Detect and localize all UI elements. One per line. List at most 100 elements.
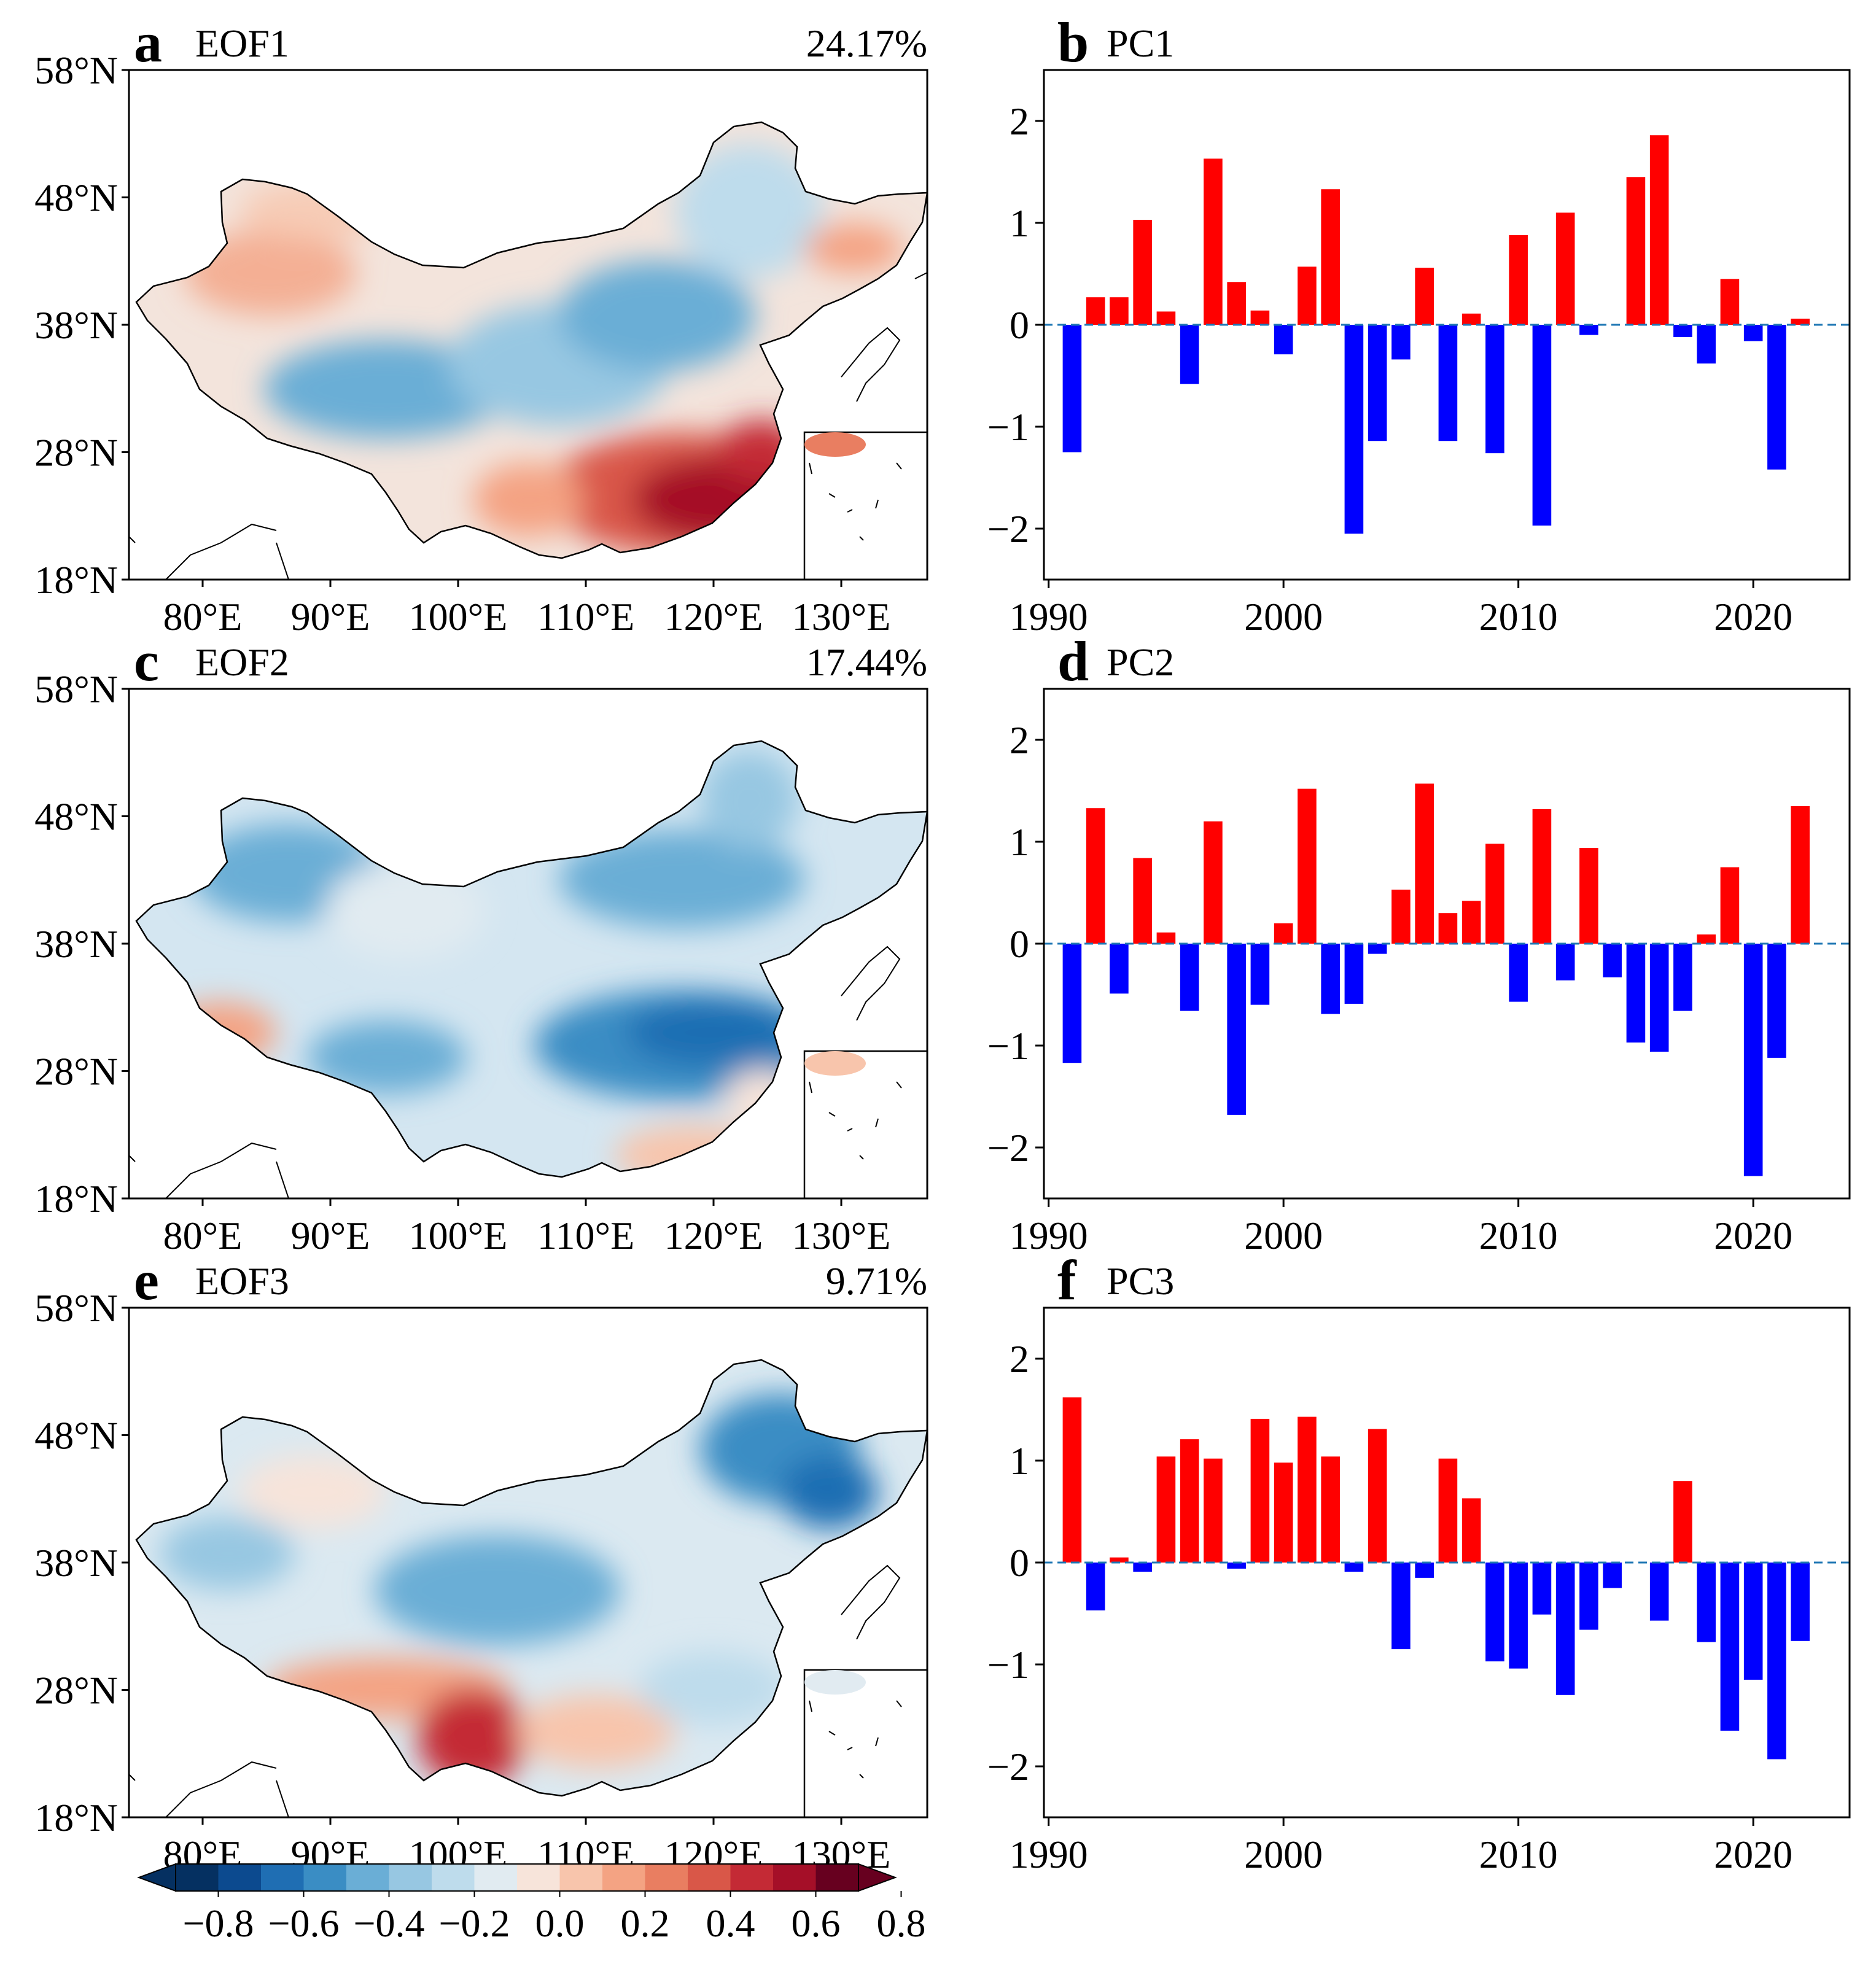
bar-2018: [1697, 325, 1716, 364]
colorbar-tick-label: 0.8: [877, 1901, 926, 1945]
bar-2017: [1673, 944, 1692, 1011]
x-tick-label: 2000: [1244, 1214, 1323, 1257]
x-tick-label: 2010: [1479, 1214, 1558, 1257]
lon-label: 80°E: [163, 1214, 243, 1257]
bar-2007: [1438, 325, 1458, 441]
bar-2007: [1438, 913, 1458, 944]
bar-1995: [1156, 311, 1176, 325]
bar-2010: [1509, 1563, 1528, 1669]
bar-1993: [1110, 1557, 1129, 1563]
x-tick-label: 2020: [1714, 1214, 1792, 1257]
lon-label: 110°E: [537, 595, 634, 639]
chart-title: PC1: [1107, 21, 1174, 65]
bar-2005: [1391, 890, 1411, 944]
colorbar-segment: [773, 1864, 816, 1891]
bar-1999: [1250, 944, 1270, 1005]
lat-label: 28°N: [34, 1050, 118, 1093]
colorbar-tick-label: −0.2: [438, 1901, 510, 1945]
colorbar-segment: [602, 1864, 645, 1891]
bar-2006: [1415, 1563, 1434, 1578]
y-tick-label: 2: [1010, 718, 1029, 762]
bar-1992: [1086, 808, 1105, 944]
bar-2010: [1509, 944, 1528, 1002]
bar-1991: [1062, 944, 1082, 1063]
y-tick-label: 0: [1010, 1541, 1029, 1585]
x-tick-label: 1990: [1010, 595, 1088, 639]
lon-label: 130°E: [792, 595, 891, 639]
bar-2020: [1743, 1563, 1763, 1680]
bar-2001: [1298, 266, 1317, 325]
panel-letter: f: [1057, 1249, 1077, 1311]
bar-2008: [1461, 901, 1481, 944]
bar-2021: [1767, 325, 1786, 470]
bar-2021: [1767, 1563, 1786, 1760]
bar-2014: [1603, 944, 1622, 977]
lon-label: 100°E: [409, 595, 508, 639]
colorbar-segment: [218, 1864, 262, 1891]
bar-1997: [1204, 158, 1223, 325]
map-panel-eof3: [128, 1307, 928, 1819]
x-tick-label: 2010: [1479, 1833, 1558, 1876]
bar-2013: [1579, 325, 1598, 335]
x-tick-label: 1990: [1010, 1833, 1088, 1876]
bar-2011: [1532, 325, 1552, 526]
lat-label: 38°N: [34, 303, 118, 347]
bar-2020: [1743, 325, 1763, 341]
bar-2007: [1438, 1458, 1458, 1563]
map-title: EOF1: [195, 21, 289, 65]
lon-label: 90°E: [291, 595, 370, 639]
x-tick-label: 1990: [1010, 1214, 1088, 1257]
lat-label: 58°N: [34, 49, 118, 92]
lon-label: 120°E: [664, 1214, 763, 1257]
bar-2001: [1298, 788, 1317, 944]
colorbar-segment: [517, 1864, 560, 1891]
y-tick-label: 1: [1010, 201, 1029, 245]
bar-2012: [1555, 212, 1575, 325]
colorbar-segment: [346, 1864, 389, 1891]
bar-2008: [1461, 313, 1481, 325]
colorbar-segment: [688, 1864, 731, 1891]
y-tick-label: 1: [1010, 820, 1029, 864]
panel-letter: a: [134, 11, 162, 74]
colorbar-tick-label: −0.8: [182, 1901, 254, 1945]
colorbar-segment: [176, 1864, 219, 1891]
bar-2018: [1697, 1563, 1716, 1642]
bar-1992: [1086, 297, 1105, 325]
lon-label: 90°E: [291, 1214, 370, 1257]
chart-title: PC2: [1107, 640, 1174, 684]
colorbar-segment: [645, 1864, 688, 1891]
y-tick-label: −2: [987, 507, 1029, 551]
bar-1996: [1180, 944, 1199, 1011]
bar-2005: [1391, 1563, 1411, 1650]
bar-2022: [1791, 319, 1810, 325]
x-tick-label: 2000: [1244, 595, 1323, 639]
bar-2020: [1743, 944, 1763, 1176]
lat-label: 58°N: [34, 1286, 118, 1330]
bar-2019: [1720, 279, 1740, 325]
lon-label: 110°E: [537, 1214, 634, 1257]
chart-title: PC3: [1107, 1259, 1174, 1303]
bar-1996: [1180, 1439, 1199, 1563]
bar-2001: [1298, 1416, 1317, 1563]
pc-chart-pc2: −2 −1 0 1 2 1990 2000 2010 2020 d PC2: [987, 630, 1851, 1257]
colorbar-tick-label: −0.4: [353, 1901, 424, 1945]
lat-label: 38°N: [34, 922, 118, 966]
bar-2022: [1791, 806, 1810, 944]
bar-2004: [1368, 944, 1387, 954]
bar-1995: [1156, 1456, 1176, 1563]
bar-2002: [1321, 189, 1340, 325]
bar-2009: [1485, 1563, 1504, 1662]
bar-1998: [1227, 944, 1246, 1115]
bar-2021: [1767, 944, 1786, 1058]
colorbar-segment: [474, 1864, 518, 1891]
bar-2003: [1344, 1563, 1364, 1572]
x-tick-label: 2000: [1244, 1833, 1323, 1876]
bar-2012: [1555, 1563, 1575, 1695]
x-tick-label: 2010: [1479, 595, 1558, 639]
bar-2016: [1649, 135, 1669, 325]
colorbar-extend-min: [137, 1863, 176, 1892]
bar-2017: [1673, 325, 1692, 337]
y-tick-label: −2: [987, 1745, 1029, 1788]
colorbar-segment: [730, 1864, 774, 1891]
bar-2017: [1673, 1481, 1692, 1563]
